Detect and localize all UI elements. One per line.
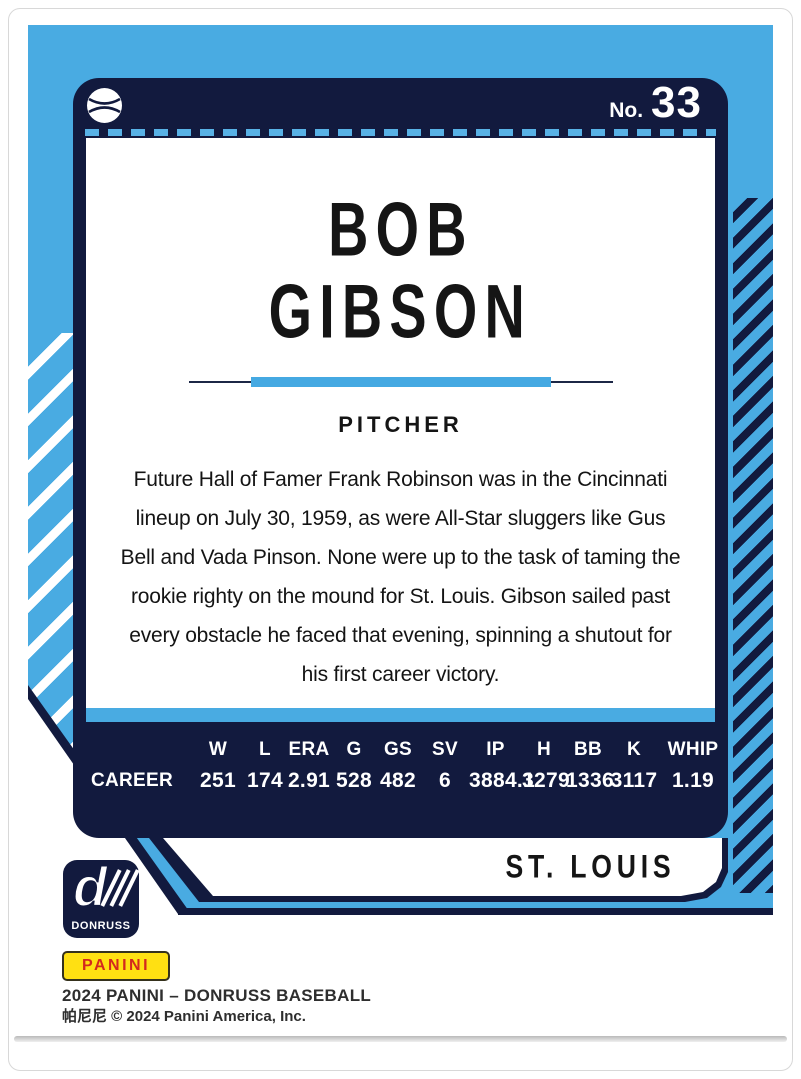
baseball-icon (87, 88, 122, 123)
stats-row-label: CAREER (90, 770, 174, 791)
team-name: ST. LOUIS (501, 838, 680, 896)
main-frame: No. 33 BOB GIBSON PITCHER Future Hall of… (73, 78, 728, 838)
stats-value-cell: 3279 (522, 769, 570, 792)
stats-value-cell: 174 (247, 769, 283, 792)
stats-table: W L ERA G GS SV IP H BB K WHIP CAREER 25… (73, 722, 728, 838)
right-diagonal-stripes (733, 198, 773, 893)
stats-value-cell: 1.19 (671, 769, 715, 792)
stats-value-cell: 1336 (566, 769, 614, 792)
position-label: PITCHER (338, 412, 463, 437)
team-banner-inner: ST. LOUIS (163, 838, 722, 896)
copyright-line: 帕尼尼 © 2024 Panini America, Inc. (62, 1008, 306, 1025)
player-name-line2: GIBSON (268, 270, 533, 355)
stats-header-cell: SV (432, 739, 458, 760)
stats-value-cell: 3884.1 (469, 769, 536, 792)
stats-header-cell: W (208, 739, 228, 760)
stats-header-cell: IP (486, 739, 505, 760)
stats-header-row: W L ERA G GS SV IP H BB K WHIP (73, 738, 728, 762)
stats-header-cell: BB (573, 739, 603, 760)
stats-header-cell: ERA (288, 739, 330, 760)
player-name-line1: BOB (327, 188, 474, 273)
bio-text: Future Hall of Famer Frank Robinson was … (120, 468, 681, 686)
stats-value-cell: 6 (439, 769, 451, 792)
product-line: 2024 PANINI – DONRUSS BASEBALL (62, 986, 372, 1005)
dashed-separator (85, 129, 716, 136)
team-name-text: ST. LOUIS (505, 848, 676, 885)
team-banner: ST. LOUIS (149, 838, 728, 902)
card-number-value: 33 (651, 78, 702, 127)
stats-value-cell: 2.91 (287, 769, 331, 792)
stats-career-row: CAREER 251 174 2.91 528 482 6 3884.1 327… (73, 768, 728, 794)
donruss-wordmark: DONRUSS (71, 920, 131, 932)
panini-logo: PANINI (62, 951, 170, 981)
stats-header-cell: GS (383, 739, 413, 760)
stats-value-cell: 3117 (610, 769, 658, 792)
stats-header-cell: G (346, 739, 362, 760)
bottom-navy-rule (178, 908, 773, 915)
player-name: BOB GIBSON (86, 188, 715, 354)
stats-header-cell: L (259, 739, 271, 760)
name-divider (188, 376, 613, 388)
content-panel: BOB GIBSON PITCHER Future Hall of Famer … (86, 138, 715, 708)
stats-header-cell: WHIP (667, 739, 719, 760)
stats-value-cell: 251 (200, 769, 236, 792)
card-bottom-shadow (14, 1036, 787, 1042)
card-number: No. 33 (609, 78, 702, 138)
donruss-logo: d DONRUSS (63, 854, 140, 938)
divider-blue-bar (250, 377, 551, 387)
blue-background-field: ST. LOUIS No. 33 BOB GIBSON PITCHER Futu… (28, 25, 773, 915)
stats-top-strip (86, 708, 715, 722)
donruss-d-icon: d (72, 854, 108, 919)
stats-value-cell: 482 (380, 769, 416, 792)
stats-value-cell: 528 (336, 769, 372, 792)
card-edge (8, 8, 793, 1071)
stats-header-spacer (73, 738, 191, 762)
card-number-label: No. (609, 99, 644, 122)
stats-header-cell: K (626, 739, 642, 760)
stats-header-cell: H (536, 739, 552, 760)
